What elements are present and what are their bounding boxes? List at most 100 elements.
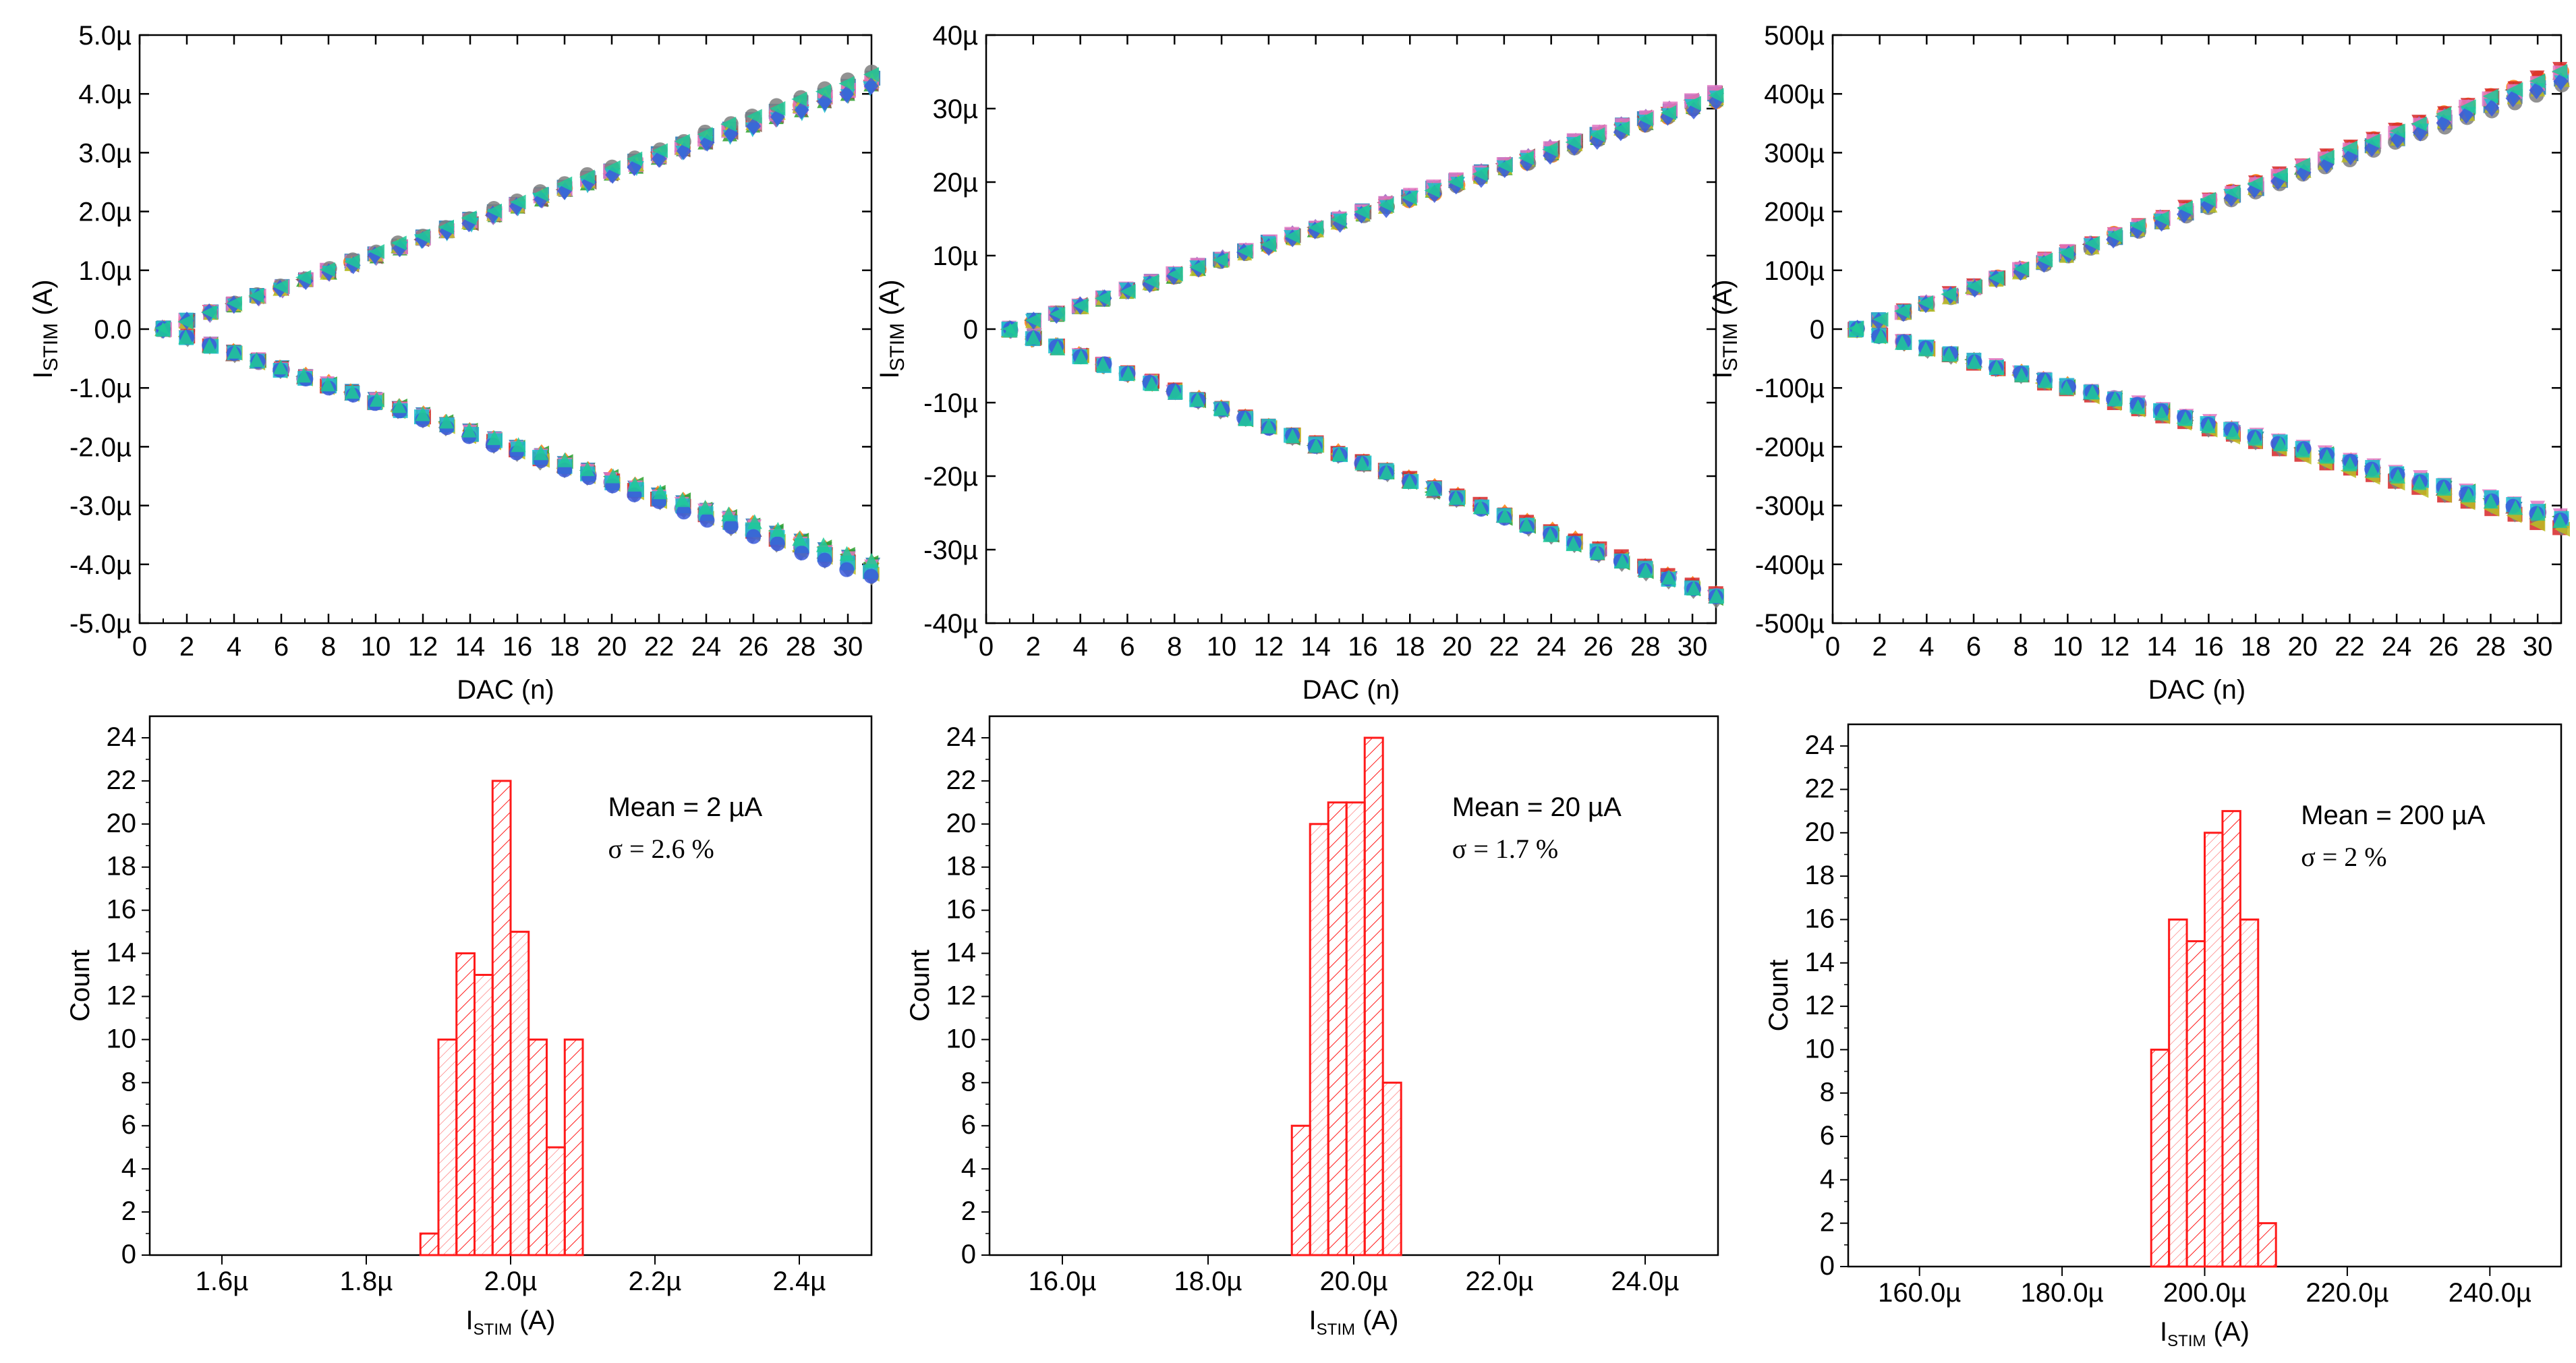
histogram-bars	[419, 780, 584, 1256]
histogram-bar	[2150, 1048, 2171, 1268]
y-tick-label: 14	[1805, 948, 1835, 977]
data-point	[697, 500, 713, 515]
y-axis-label: Count	[1764, 960, 1794, 1032]
mean-annotation: Mean = 2 µA	[608, 792, 762, 822]
data-point	[627, 476, 643, 492]
data-point	[2177, 200, 2193, 216]
data-point	[652, 484, 668, 500]
y-axis-label: ISTIM (A)	[1708, 279, 1742, 378]
data-point	[1590, 545, 1605, 560]
data-point	[1966, 279, 1982, 294]
x-tick-label: 6	[1966, 632, 1981, 662]
x-tick-label: 20	[1442, 632, 1472, 662]
x-tick-label: 8	[2013, 632, 2028, 662]
data-points	[1846, 61, 2570, 537]
x-tick-label: 10	[1207, 632, 1237, 662]
data-point	[723, 519, 739, 534]
x-tick-label: 30	[2523, 632, 2553, 662]
x-tick-label: 2.2µ	[629, 1267, 682, 1296]
data-point	[2552, 63, 2568, 79]
y-axis-label: Count	[65, 950, 95, 1022]
data-point	[1309, 438, 1324, 453]
data-point	[1144, 376, 1160, 391]
x-tick-label: 8	[321, 632, 336, 662]
y-tick-label: 20	[107, 809, 137, 838]
histogram-bars	[1290, 736, 1402, 1256]
y-tick-label: 40µ	[932, 21, 978, 51]
y-tick-label: 5.0µ	[78, 21, 132, 51]
x-tick-label: 22	[1489, 632, 1520, 662]
data-point	[2085, 384, 2100, 400]
data-point	[770, 521, 786, 537]
y-tick-label: 10µ	[932, 241, 978, 271]
histogram-bar	[437, 1038, 458, 1256]
histogram-bar	[1381, 1081, 1402, 1256]
y-tick-label: -2.0µ	[69, 432, 132, 462]
panel-2: 0 2 4 6 8 10 12 14 16 18 20 22 24 26 28 3040µ30µ20µ10µ0…	[875, 21, 1725, 705]
data-point	[1589, 127, 1605, 142]
histogram-bar	[509, 931, 530, 1256]
data-point	[1988, 270, 2005, 286]
data-point	[2059, 380, 2074, 395]
data-point	[1518, 517, 1534, 532]
y-tick-label: 8	[121, 1067, 136, 1097]
data-point	[652, 143, 668, 158]
data-point	[368, 244, 384, 260]
data-point	[2200, 192, 2216, 207]
x-tick-label: 180.0µ	[2021, 1278, 2104, 1308]
data-point	[676, 504, 691, 520]
y-tick-label: 0	[961, 1240, 976, 1269]
data-point	[249, 352, 264, 368]
x-tick-label: 20.0µ	[1320, 1267, 1388, 1296]
y-tick-label: 10	[107, 1024, 137, 1053]
y-tick-label: 14	[946, 938, 977, 968]
histogram-bar	[563, 1038, 584, 1256]
data-point	[1709, 588, 1724, 604]
data-point	[1190, 391, 1205, 407]
y-tick-label: 12	[1805, 991, 1835, 1020]
data-point	[2482, 88, 2498, 104]
x-tick-label: 26	[1583, 632, 1613, 662]
data-point	[1354, 455, 1370, 471]
histogram-bar	[2185, 940, 2206, 1268]
x-tick-label: 1.6µ	[196, 1267, 249, 1296]
mean-annotation: Mean = 20 µA	[1452, 792, 1622, 822]
mean-annotation: Mean = 200 µA	[2301, 801, 2486, 830]
histogram-bar	[1327, 801, 1348, 1256]
x-tick-label: 22	[2335, 632, 2365, 662]
x-tick-label: 22	[644, 632, 675, 662]
data-point	[1660, 108, 1676, 126]
data-point	[1285, 428, 1300, 444]
data-point	[1472, 499, 1488, 515]
y-tick-label: -100µ	[1755, 374, 1825, 403]
data-point	[1025, 312, 1041, 328]
x-tick-label: 1.8µ	[340, 1267, 393, 1296]
data-point	[1615, 553, 1630, 569]
x-tick-label: 0	[132, 632, 147, 662]
x-tick-label: 24	[1536, 632, 1566, 662]
histogram-bar	[1290, 1124, 1311, 1256]
data-point	[863, 67, 880, 82]
y-tick-label: 300µ	[1764, 138, 1825, 168]
data-point	[461, 422, 477, 438]
data-point	[2507, 82, 2523, 97]
data-point	[556, 176, 573, 192]
y-tick-label: 24	[107, 722, 137, 752]
data-point	[1708, 92, 1723, 111]
data-point	[2389, 123, 2405, 139]
y-tick-label: -30µ	[923, 535, 978, 565]
x-tick-label: 4	[1072, 632, 1087, 662]
y-tick-label: 10	[1805, 1034, 1835, 1064]
data-point	[2058, 245, 2074, 260]
data-point	[863, 77, 879, 95]
x-tick-label: 26	[2429, 632, 2459, 662]
y-tick-label: -400µ	[1755, 550, 1825, 580]
y-tick-label: 4	[961, 1153, 976, 1183]
data-point	[1497, 508, 1513, 523]
data-point	[1402, 473, 1417, 489]
data-point	[2342, 456, 2357, 471]
x-tick-label: 24	[691, 632, 722, 662]
x-tick-label: 200.0µ	[2163, 1278, 2246, 1308]
y-tick-label: 100µ	[1764, 256, 1825, 286]
data-point	[155, 322, 171, 337]
